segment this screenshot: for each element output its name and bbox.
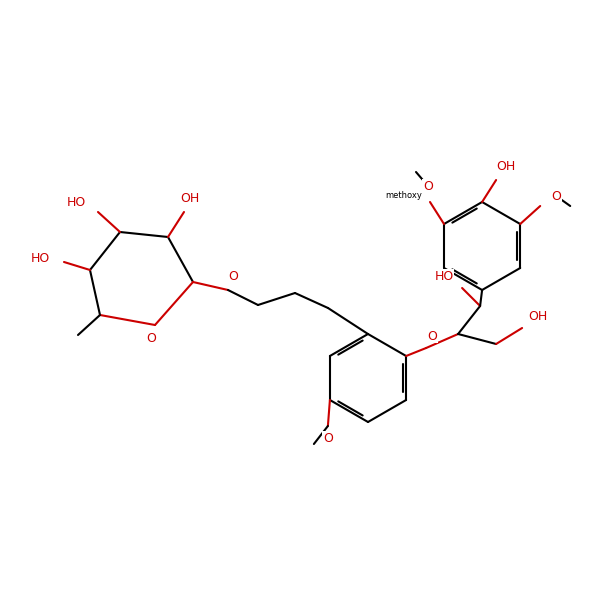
Text: O: O [551,190,561,202]
Text: O: O [146,332,156,346]
Text: methoxy: methoxy [386,191,422,200]
Text: HO: HO [67,196,86,208]
Text: OH: OH [529,310,548,323]
Text: O: O [423,179,433,193]
Text: O: O [323,431,333,445]
Text: O: O [228,269,238,283]
Text: OH: OH [496,160,516,173]
Text: HO: HO [434,269,454,283]
Text: O: O [427,329,437,343]
Text: OH: OH [181,193,200,205]
Text: HO: HO [31,251,50,265]
